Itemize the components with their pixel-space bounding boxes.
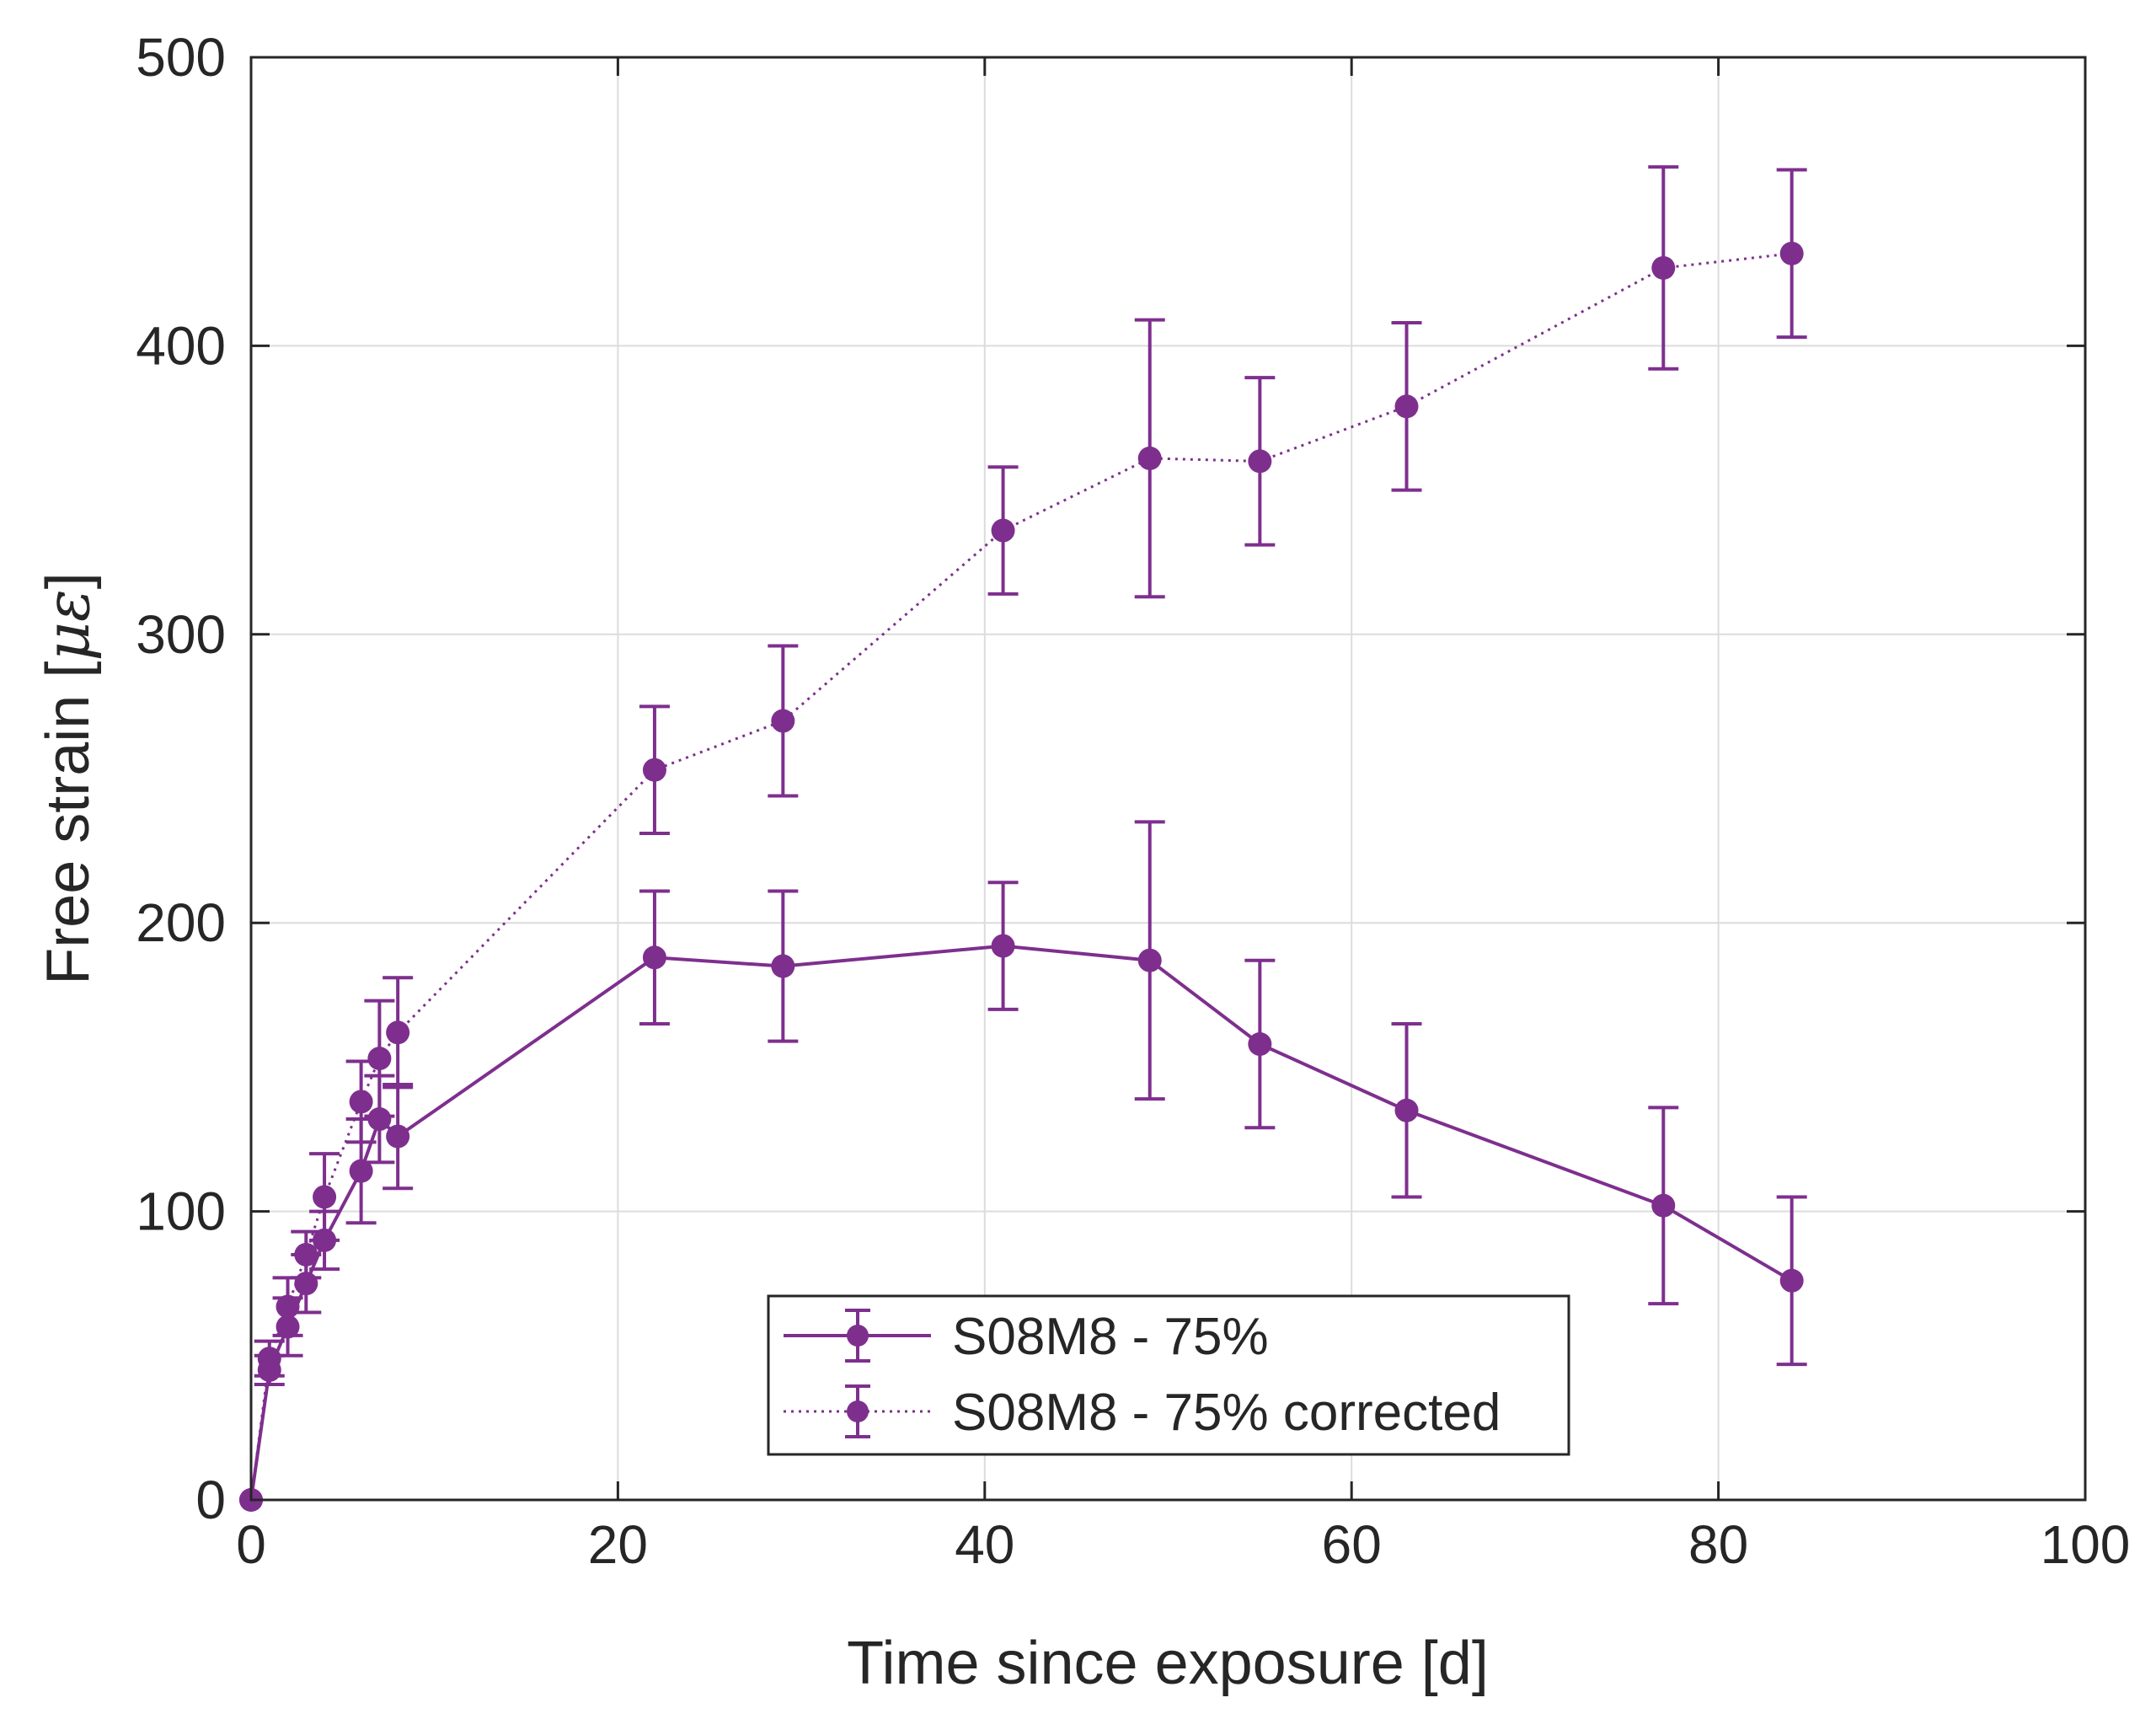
plot-frame: [249, 56, 2087, 1502]
axis-ticks: 0 20 40 60 80 100 0 100 200 300 400 500: [136, 27, 2130, 1575]
data-point: [1394, 394, 1419, 419]
data-point: [991, 934, 1015, 958]
data-point: [771, 709, 795, 733]
y-axis-label-symbol: με: [32, 589, 103, 661]
legend-entry-measured: S08M8 - 75%: [784, 1308, 1269, 1366]
data-point: [349, 1159, 373, 1183]
x-tick-label: 20: [588, 1514, 648, 1575]
data-point: [276, 1294, 300, 1319]
x-axis-label: Time since exposure [d]: [847, 1630, 1489, 1697]
x-tick-label: 100: [2041, 1514, 2131, 1575]
data-point: [294, 1242, 318, 1266]
data-point: [1651, 1193, 1676, 1218]
data-point: [386, 1124, 410, 1149]
data-point: [642, 945, 666, 970]
data-point: [257, 1347, 281, 1371]
data-point: [349, 1090, 373, 1114]
series-corrected: [239, 165, 1807, 1512]
y-axis-label-text: Free strain [: [35, 661, 102, 985]
legend-label-corrected: S08M8 - 75% corrected: [952, 1384, 1501, 1442]
data-point: [1137, 948, 1162, 972]
series-layer: [239, 165, 1807, 1512]
data-point: [1651, 255, 1676, 280]
legend-box: [767, 1294, 1570, 1456]
data-point: [1248, 449, 1272, 474]
x-tick-label: 80: [1688, 1514, 1748, 1575]
y-axis-label-close: ]: [35, 572, 102, 589]
data-point: [313, 1185, 337, 1209]
data-point: [991, 518, 1015, 543]
legend-marker-corrected: [847, 1400, 869, 1422]
legend: S08M8 - 75% S08M8 - 75% corrected: [767, 1294, 1570, 1456]
x-tick-label: 60: [1322, 1514, 1382, 1575]
data-point: [1394, 1098, 1419, 1122]
data-point: [1779, 1268, 1804, 1293]
plot-area: [251, 57, 2085, 1500]
legend-entry-corrected: S08M8 - 75% corrected: [784, 1384, 1501, 1442]
data-point: [1248, 1032, 1272, 1057]
data-point: [642, 758, 666, 782]
y-tick-label: 0: [195, 1470, 226, 1530]
y-tick-label: 300: [136, 604, 226, 665]
data-point: [1779, 241, 1804, 265]
data-point: [367, 1107, 392, 1132]
x-tick-label: 0: [236, 1514, 266, 1575]
x-tick-label: 40: [955, 1514, 1014, 1575]
y-tick-label: 500: [136, 27, 226, 88]
legend-marker-measured: [847, 1325, 869, 1347]
y-tick-label: 100: [136, 1181, 226, 1242]
data-point: [367, 1047, 392, 1071]
data-point: [771, 954, 795, 978]
legend-label-measured: S08M8 - 75%: [952, 1308, 1269, 1366]
y-tick-label: 400: [136, 315, 226, 376]
grid-lines: [251, 57, 2085, 1500]
y-axis-label: Free strain [με]: [32, 572, 103, 985]
y-tick-label: 200: [136, 892, 226, 953]
data-point: [386, 1020, 410, 1045]
data-point: [1137, 446, 1162, 470]
